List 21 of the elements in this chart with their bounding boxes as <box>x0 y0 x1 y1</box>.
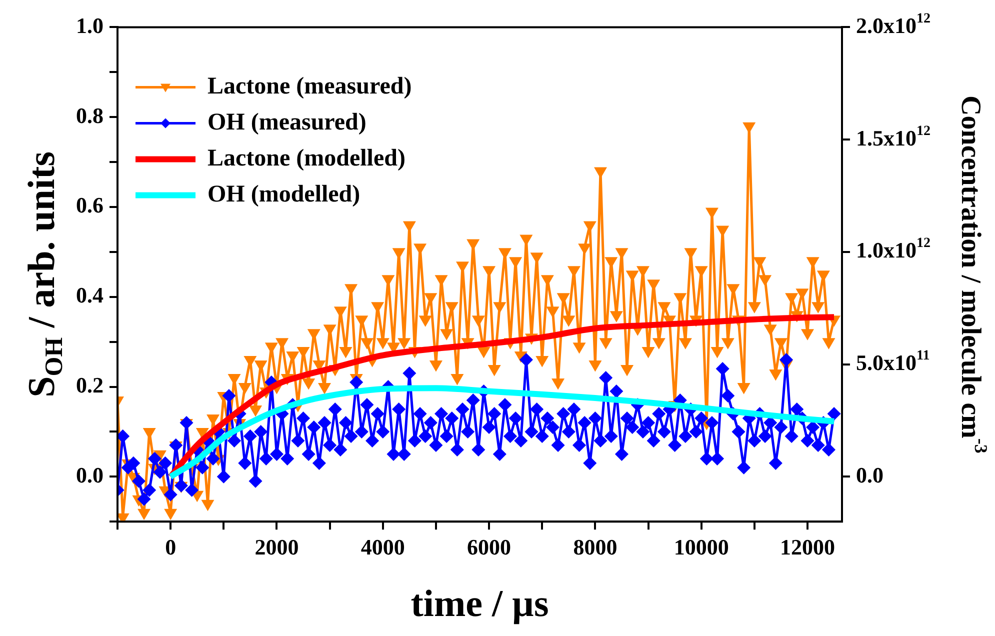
y2-axis-title: Concentration / molecule cm-3 <box>954 95 991 454</box>
y-tick-label: 0.8 <box>76 102 104 128</box>
y-axis-title: SOH / arb. units <box>20 151 68 398</box>
x-tick-label: 8000 <box>573 534 618 560</box>
legend-label: OH (measured) <box>208 109 366 136</box>
y-tick-label: 0.0 <box>76 462 104 488</box>
x-axis-title: time / µs <box>410 582 549 625</box>
y-tick-label: 0.4 <box>76 282 104 308</box>
x-tick-label: 2000 <box>254 534 299 560</box>
y-tick-label: 0.2 <box>76 372 104 398</box>
x-tick-label: 4000 <box>360 534 405 560</box>
legend-label: OH (modelled) <box>208 181 360 208</box>
y-tick-label: 1.0 <box>76 12 104 38</box>
x-tick-label: 12000 <box>780 534 835 560</box>
x-tick-label: 6000 <box>467 534 512 560</box>
y2-tick-label: 0.0 <box>856 462 884 488</box>
x-tick-label: 10000 <box>674 534 729 560</box>
x-tick-label: 0 <box>165 534 176 560</box>
legend-label: Lactone (modelled) <box>208 145 406 172</box>
legend-label: Lactone (measured) <box>208 73 412 100</box>
y-tick-label: 0.6 <box>76 192 104 218</box>
